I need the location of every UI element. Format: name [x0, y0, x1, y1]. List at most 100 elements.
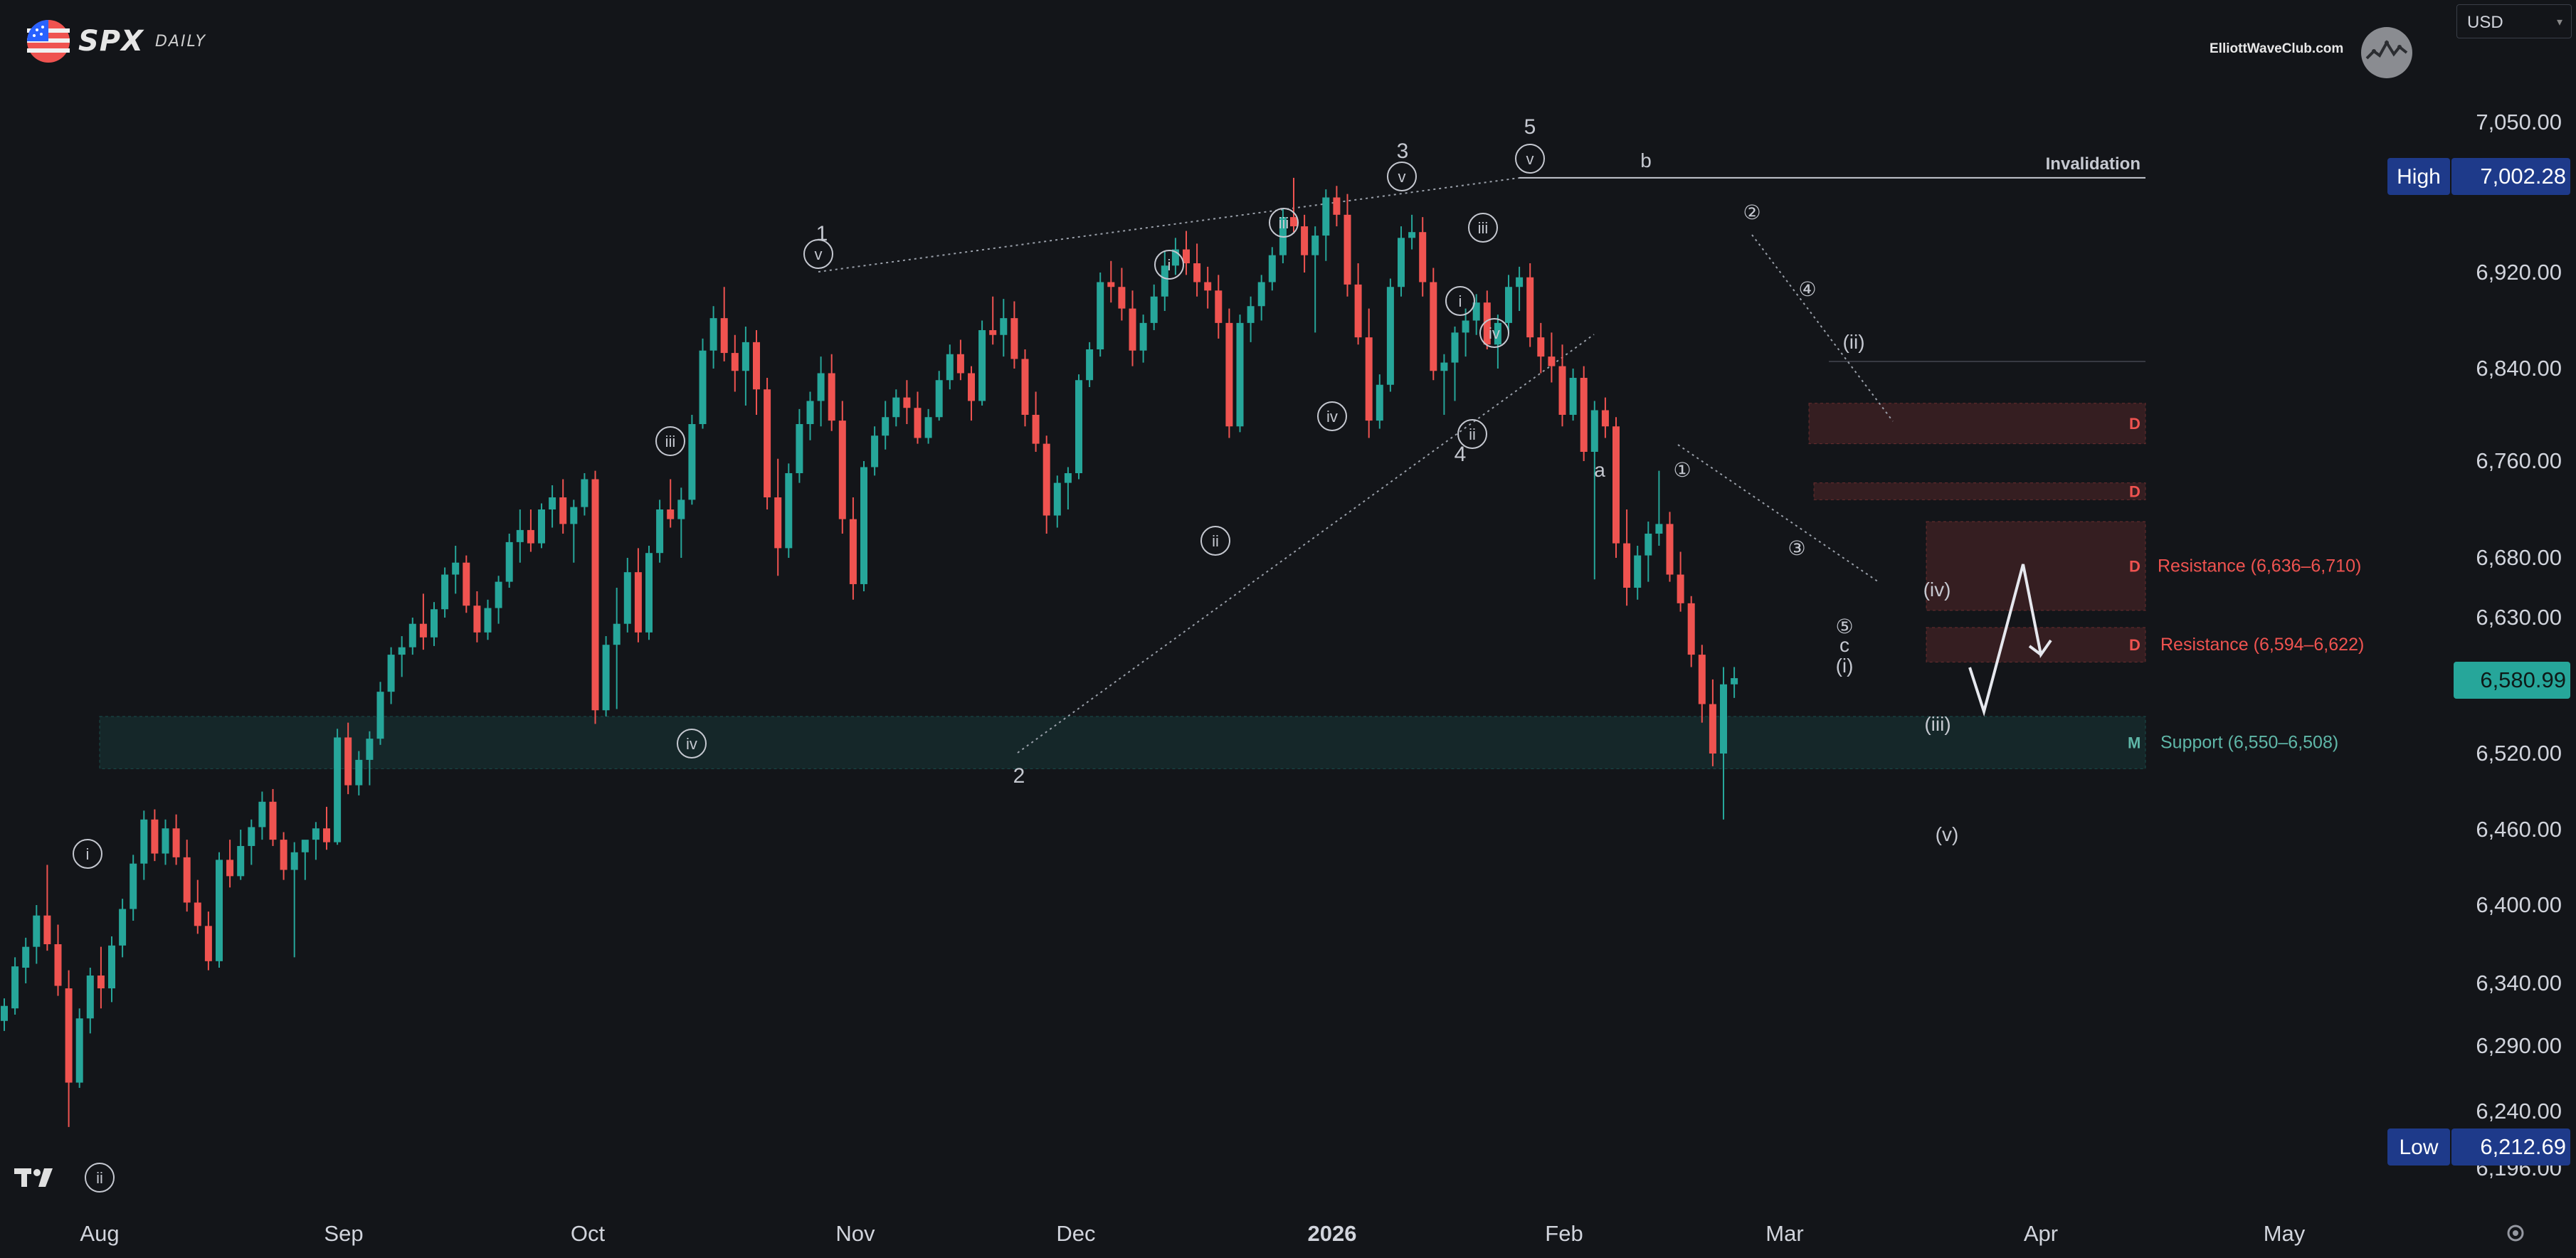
wave-label: (v) — [1936, 823, 1959, 845]
candle-body — [1257, 282, 1265, 307]
candle-body — [1516, 277, 1524, 287]
last-price-bg — [2454, 662, 2570, 699]
candle-body — [1408, 232, 1416, 238]
x-tick-label: 2026 — [1308, 1221, 1357, 1246]
wave-label-roman: iii — [1478, 219, 1489, 237]
wave-label: 4 — [1455, 443, 1467, 466]
candle-body — [1053, 482, 1061, 516]
x-tick-label: Oct — [571, 1221, 606, 1246]
candle-body — [1451, 332, 1459, 363]
x-tick-label: Feb — [1545, 1221, 1583, 1246]
candle-body — [516, 529, 524, 542]
currency-value: USD — [2467, 13, 2503, 32]
candle-body — [581, 479, 588, 507]
candle-body — [1634, 555, 1642, 588]
candle-body — [376, 692, 384, 739]
gear-icon[interactable] — [2505, 1222, 2526, 1244]
tradingview-logo-icon[interactable] — [13, 1164, 60, 1190]
candle-body — [431, 609, 438, 638]
low-tag-bg — [2387, 1128, 2450, 1166]
x-tick-label: Aug — [80, 1221, 119, 1246]
wave-label-roman: v — [1398, 168, 1406, 186]
x-axis[interactable]: Aug Sep Oct Nov Dec 2026 Feb Mar Apr May — [80, 1221, 2305, 1246]
candle-body — [1225, 322, 1233, 427]
candle-body — [1322, 197, 1330, 236]
candle-body — [1107, 282, 1115, 287]
low-price-value: 6,212.69 — [2480, 1134, 2566, 1159]
candle-body — [1000, 318, 1008, 335]
candle-body — [1161, 265, 1168, 297]
candle-body — [656, 509, 664, 554]
candle-body — [1483, 302, 1491, 345]
candle-body — [463, 562, 470, 606]
candle-body — [1440, 362, 1448, 371]
wave-label: ⑤ — [1835, 615, 1853, 638]
candle-body — [172, 828, 180, 857]
wave-label-roman: v — [815, 245, 823, 263]
candle-body — [398, 647, 406, 655]
candle-body — [1333, 197, 1341, 215]
wave-circle — [1457, 419, 1487, 449]
candle-body — [505, 541, 513, 582]
candle-body — [849, 519, 857, 584]
y-tick-label: 6,680.00 — [2476, 545, 2562, 570]
candle-body — [785, 473, 793, 549]
candle-body — [1171, 249, 1179, 266]
wave-circle — [1479, 318, 1509, 348]
zone-label: Resistance (6,594–6,622) — [2160, 635, 2364, 655]
candle-body — [1526, 277, 1534, 338]
wave-circle — [1154, 250, 1184, 280]
candle-body — [226, 860, 234, 877]
candle-body — [1365, 337, 1373, 421]
candle-body — [22, 946, 30, 968]
brand-name[interactable]: ElliottWaveClub.com — [2210, 41, 2344, 56]
candle-body — [119, 909, 127, 946]
candle-body — [764, 389, 771, 497]
wave-label: 5 — [1524, 115, 1536, 139]
wave-circle — [677, 729, 707, 758]
y-tick-label: 6,760.00 — [2476, 448, 2562, 473]
channel-upper-line — [1751, 234, 1894, 422]
wave-circle — [1515, 144, 1545, 174]
last-price-value: 6,580.99 — [2480, 667, 2566, 692]
y-tick-label: 7,050.00 — [2476, 110, 2562, 134]
candle-body — [1430, 282, 1437, 371]
y-axis[interactable]: 7,050.00 6,920.00 6,840.00 6,760.00 6,680.00… — [2476, 110, 2562, 1180]
high-price-value: 7,002.28 — [2480, 164, 2566, 189]
candle-body — [216, 860, 223, 961]
high-price-bg — [2451, 158, 2570, 195]
candle-body — [559, 497, 567, 524]
candle-body — [914, 408, 922, 438]
wave-label: 2 — [1013, 764, 1025, 788]
candle-body — [65, 988, 73, 1083]
candle-body — [796, 424, 803, 473]
candle-body — [1505, 287, 1512, 323]
currency-select[interactable]: USD ▾ — [2456, 4, 2572, 38]
candle-body — [1279, 217, 1287, 255]
candle-body — [667, 509, 675, 519]
candle-body — [989, 330, 997, 335]
candle-body — [828, 373, 835, 421]
candle-body — [634, 572, 642, 633]
x-tick-label: Nov — [835, 1221, 875, 1246]
wave-label: ② — [1743, 201, 1761, 223]
wave-label-roman: i — [1168, 256, 1171, 274]
y-tick-label: 6,340.00 — [2476, 971, 2562, 995]
candle-body — [86, 976, 94, 1019]
wave-label: (iv) — [1923, 578, 1951, 601]
wave-label: 3 — [1397, 139, 1409, 163]
chevron-down-icon: ▾ — [2556, 16, 2562, 28]
candle-body — [1129, 308, 1136, 351]
candle-body — [591, 479, 599, 711]
candle-body — [1183, 249, 1190, 264]
candle-body — [1580, 378, 1588, 452]
wave-label-roman: iii — [1279, 214, 1289, 232]
candle-body — [1086, 349, 1094, 381]
candle-body — [355, 759, 363, 786]
wave-circle — [803, 239, 833, 269]
wave-label: ④ — [1798, 278, 1816, 300]
candle-body — [258, 801, 266, 828]
candle-body — [452, 562, 460, 575]
us-flag-icon — [27, 20, 70, 63]
